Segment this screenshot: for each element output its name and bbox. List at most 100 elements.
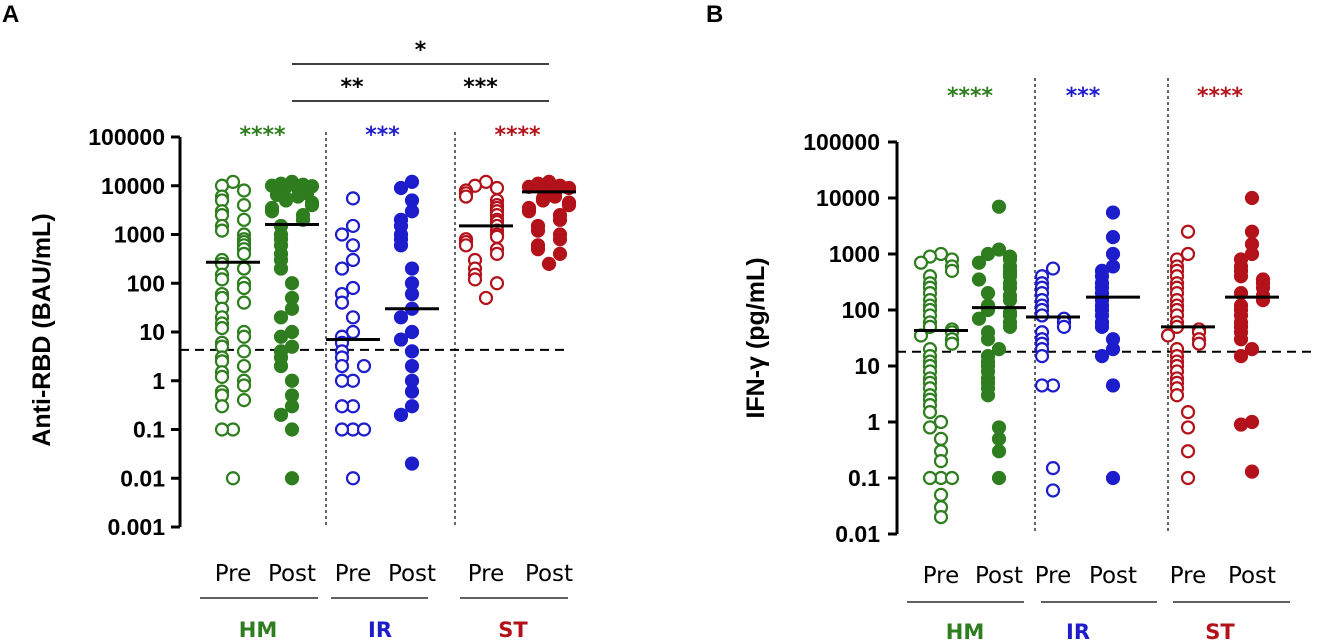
series-hm-pre xyxy=(913,246,960,525)
data-point xyxy=(489,246,505,261)
data-point xyxy=(933,487,949,502)
data-point xyxy=(284,276,300,291)
series-hm-pre xyxy=(214,174,252,486)
x-category-label: Pre xyxy=(923,563,960,589)
data-point xyxy=(922,420,938,435)
data-point xyxy=(1034,308,1050,323)
data-point xyxy=(334,373,350,388)
x-category-label: Pre xyxy=(1035,563,1072,589)
group-label: ST xyxy=(498,618,528,642)
data-point xyxy=(236,358,252,374)
data-point xyxy=(404,358,420,374)
data-point xyxy=(944,470,960,486)
y-tick-label: 10000 xyxy=(816,185,880,211)
data-point xyxy=(334,295,350,310)
data-point xyxy=(1244,246,1260,262)
data-point xyxy=(530,223,546,238)
data-point xyxy=(334,422,350,437)
data-point xyxy=(1105,342,1121,357)
data-point xyxy=(236,261,252,276)
data-point xyxy=(1233,332,1249,347)
y-tick-label: 10 xyxy=(854,353,880,379)
data-point xyxy=(552,232,568,247)
y-tick-label: 0.01 xyxy=(835,521,880,547)
series-ir-post xyxy=(393,174,420,471)
panel-label: B xyxy=(706,1,723,28)
data-point xyxy=(478,290,494,306)
significance-stars: **** xyxy=(494,123,541,148)
data-point xyxy=(236,198,252,213)
data-point xyxy=(273,329,289,344)
data-point xyxy=(236,295,252,310)
data-point xyxy=(214,422,230,437)
data-point xyxy=(521,204,537,219)
data-point xyxy=(214,369,230,384)
data-point xyxy=(489,276,505,291)
data-point xyxy=(236,212,252,227)
data-point xyxy=(1105,246,1121,262)
group-label: ST xyxy=(1205,620,1235,643)
data-point xyxy=(980,332,996,347)
data-point xyxy=(284,373,300,388)
group-label: IR xyxy=(1066,620,1090,643)
data-point xyxy=(1105,378,1121,393)
y-tick-label: 100000 xyxy=(803,129,880,155)
data-point xyxy=(489,180,505,196)
series-ir-pre xyxy=(334,191,372,486)
data-point xyxy=(236,344,252,359)
data-point xyxy=(1034,378,1050,393)
x-category-label: Post xyxy=(525,561,573,587)
data-point xyxy=(334,227,350,242)
data-point xyxy=(345,280,361,296)
data-point xyxy=(561,198,577,213)
data-point xyxy=(971,311,987,326)
data-point xyxy=(236,329,252,344)
data-point xyxy=(1244,190,1260,206)
data-point xyxy=(1105,230,1121,245)
data-point xyxy=(1233,349,1249,364)
data-point xyxy=(991,444,1007,459)
data-point xyxy=(345,218,361,234)
series-st-post xyxy=(521,174,577,271)
y-tick-label: 1000 xyxy=(829,241,880,267)
data-point xyxy=(991,420,1007,435)
data-point xyxy=(933,431,949,446)
data-point xyxy=(334,358,350,374)
data-point xyxy=(1191,336,1207,351)
data-point xyxy=(489,229,505,244)
group-label: HM xyxy=(946,620,984,643)
data-point xyxy=(991,470,1007,486)
y-tick-label: 100 xyxy=(127,270,165,296)
data-point xyxy=(913,255,929,270)
series-hm-post xyxy=(971,199,1018,486)
y-tick-label: 100000 xyxy=(88,124,165,150)
data-point xyxy=(991,199,1007,214)
data-point xyxy=(933,414,949,430)
data-point xyxy=(345,191,361,206)
data-point xyxy=(404,456,420,471)
significance-stars: **** xyxy=(1197,84,1244,109)
y-tick-label: 10 xyxy=(139,319,165,345)
significance-stars: **** xyxy=(239,123,286,148)
data-point xyxy=(404,384,420,399)
x-category-label: Pre xyxy=(468,561,505,587)
data-point xyxy=(393,332,409,347)
data-point xyxy=(404,399,420,414)
data-point xyxy=(530,242,546,257)
data-point xyxy=(1180,470,1196,486)
data-point xyxy=(273,261,289,276)
data-point xyxy=(1105,205,1121,220)
data-point xyxy=(345,238,361,253)
data-point xyxy=(393,238,409,253)
data-point xyxy=(552,212,568,227)
x-category-label: Post xyxy=(975,563,1023,589)
data-point xyxy=(273,310,289,325)
data-point xyxy=(971,272,987,287)
data-point xyxy=(1045,483,1061,498)
data-point xyxy=(922,470,938,486)
data-point xyxy=(393,180,409,196)
comparison-label: * xyxy=(415,38,427,63)
comparison-label: *** xyxy=(463,75,498,100)
series-st-pre xyxy=(1160,224,1207,486)
